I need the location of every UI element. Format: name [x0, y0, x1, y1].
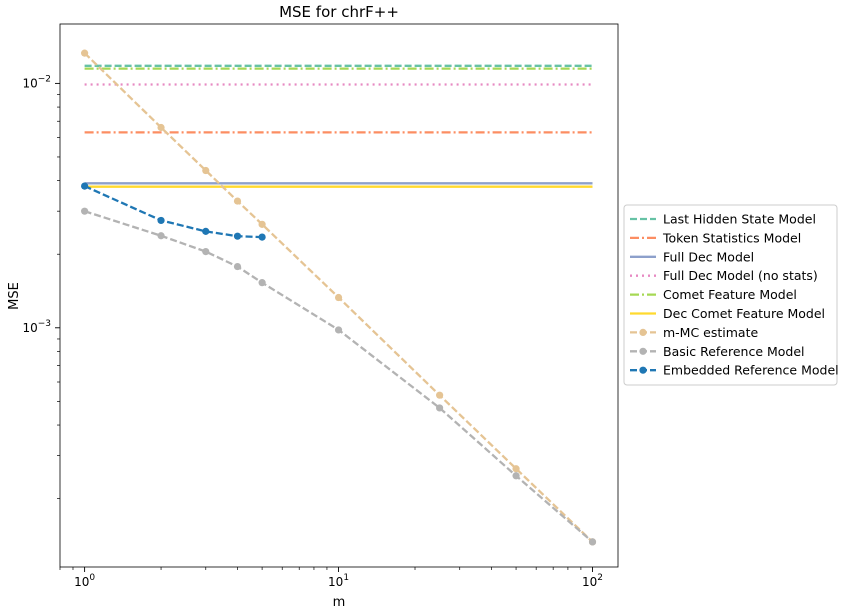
- legend-label: Full Dec Model: [663, 249, 754, 264]
- x-tick-label: 102: [582, 573, 603, 589]
- data-point: [334, 293, 343, 302]
- x-tick-label: 100: [74, 573, 95, 589]
- legend-label: m-MC estimate: [663, 325, 758, 340]
- y-tick-label: 10−3: [22, 319, 51, 335]
- series-line: [84, 185, 263, 239]
- legend-item: Last Hidden State Model: [630, 212, 816, 227]
- legend: Last Hidden State Model Token Statistics …: [623, 204, 839, 386]
- data-point: [157, 123, 165, 132]
- data-point: [157, 232, 165, 240]
- legend-item: Full Dec Model: [630, 249, 754, 264]
- data-point: [157, 216, 165, 225]
- x-axis-label: m: [333, 595, 346, 610]
- legend-marker: [639, 347, 647, 355]
- x-axis: 100 101 102: [59, 567, 603, 589]
- data-point: [512, 465, 520, 473]
- data-point: [202, 227, 210, 235]
- chart-title: MSE for chrF++: [279, 3, 399, 21]
- legend-label: Full Dec Model (no stats): [663, 268, 818, 283]
- legend-item: m-MC estimate: [630, 325, 758, 340]
- data-point: [512, 472, 520, 480]
- legend-marker: [639, 366, 647, 374]
- legend-item: Full Dec Model (no stats): [630, 268, 818, 283]
- legend-label: Last Hidden State Model: [663, 212, 816, 227]
- legend-label: Dec Comet Feature Model: [663, 306, 825, 321]
- legend-label: Comet Feature Model: [663, 287, 797, 302]
- data-point: [233, 197, 242, 205]
- data-point: [81, 49, 89, 57]
- data-point: [233, 262, 242, 271]
- legend-label: Basic Reference Model: [663, 344, 805, 359]
- legend-item: Basic Reference Model: [630, 344, 805, 359]
- data-point: [202, 247, 210, 256]
- data-point: [81, 207, 89, 215]
- legend-label: Token Statistics Model: [662, 230, 801, 245]
- y-axis-label: MSE: [7, 282, 22, 310]
- series-layer: [81, 49, 597, 546]
- legend-label: Embedded Reference Model: [663, 363, 839, 378]
- data-point: [588, 538, 597, 546]
- data-point: [258, 233, 266, 241]
- y-axis: 10−3 10−2: [22, 74, 60, 499]
- series-embedded-reference-model: [81, 182, 266, 241]
- legend-item: Token Statistics Model: [630, 230, 801, 245]
- data-point: [202, 166, 210, 175]
- data-point: [233, 232, 242, 240]
- x-tick-label: 101: [328, 573, 349, 589]
- legend-item: Dec Comet Feature Model: [630, 306, 825, 321]
- data-point: [436, 391, 444, 399]
- data-point: [258, 220, 266, 228]
- data-point: [81, 182, 89, 190]
- series-basic-reference-model: [81, 207, 597, 546]
- legend-marker: [639, 328, 647, 336]
- data-point: [436, 404, 444, 412]
- data-point: [334, 326, 343, 334]
- legend-box: [623, 204, 838, 386]
- legend-item: Embedded Reference Model: [630, 363, 839, 378]
- data-point: [258, 279, 266, 287]
- y-tick-label: 10−2: [22, 74, 51, 90]
- legend-item: Comet Feature Model: [630, 287, 797, 302]
